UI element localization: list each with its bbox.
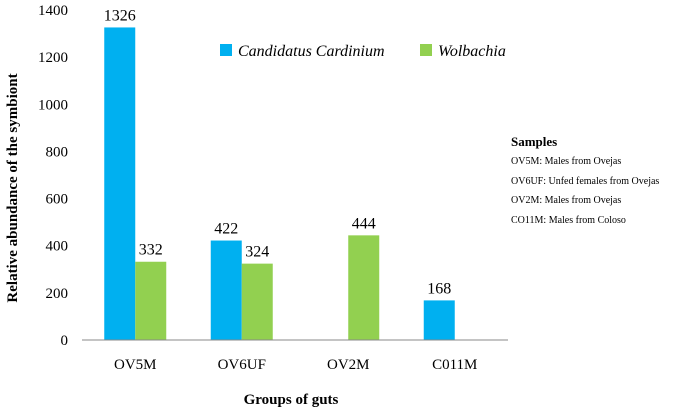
y-tick-label: 1200 [38,50,68,66]
legend: Candidatus Cardinium Wolbachia [220,43,506,60]
bar-c011m-cardinium [423,300,455,340]
legend-label-wolbachia: Wolbachia [438,43,506,60]
bar-ov6uf-wolbachia [241,263,273,340]
samples-legend: Samples OV5M: Males from Ovejas OV6UF: U… [511,133,659,230]
x-tick-label: C011M [432,357,477,373]
plot-area: 0 200 400 600 800 1000 1200 1400 1326 332 OV5M 422 3… [38,3,477,373]
y-tick-label: 200 [46,286,69,302]
data-label: 1326 [104,7,136,24]
x-tick-label: OV6UF [218,357,266,373]
y-tick-label: 1000 [38,97,68,113]
data-label: 324 [245,244,269,261]
data-label: 332 [139,242,163,259]
x-tick-label: OV2M [327,357,370,373]
legend-label-cardinium: Candidatus Cardinium [238,43,385,60]
data-label: 168 [427,280,451,297]
x-tick-label: OV5M [114,357,157,373]
bar-ov5m-cardinium [104,27,136,340]
y-tick-label: 1400 [38,3,68,19]
y-axis-title: Relative abundance of the symbiont [5,73,21,302]
sample-item-ov5m: OV5M: Males from Ovejas [511,156,622,167]
bar-ov6uf-cardinium [210,240,242,340]
data-label: 444 [352,215,376,232]
y-tick-label: 600 [46,192,69,208]
sample-item-ov2m: OV2M: Males from Ovejas [511,195,622,206]
y-tick-label: 0 [61,333,69,349]
y-tick-label: 800 [46,144,69,160]
samples-title: Samples [511,134,558,149]
sample-item-ov6uf: OV6UF: Unfed females from Ovejas [511,175,660,187]
legend-swatch-cardinium [220,44,232,56]
y-tick-label: 400 [46,239,69,255]
x-axis-title: Groups of guts [244,392,339,408]
legend-swatch-wolbachia [420,44,432,56]
data-label: 422 [214,221,238,238]
sample-item-co11m: CO11M: Males from Coloso [511,214,626,226]
bar-ov2m-wolbachia [348,235,380,340]
bar-ov5m-wolbachia [135,261,167,340]
